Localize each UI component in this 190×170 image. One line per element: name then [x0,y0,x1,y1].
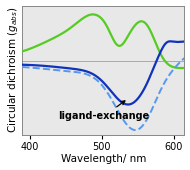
Y-axis label: Circular dichroism $(g_{abs})$: Circular dichroism $(g_{abs})$ [6,7,20,133]
Text: ligand-exchange: ligand-exchange [58,101,150,121]
X-axis label: Wavelength/ nm: Wavelength/ nm [61,154,146,164]
